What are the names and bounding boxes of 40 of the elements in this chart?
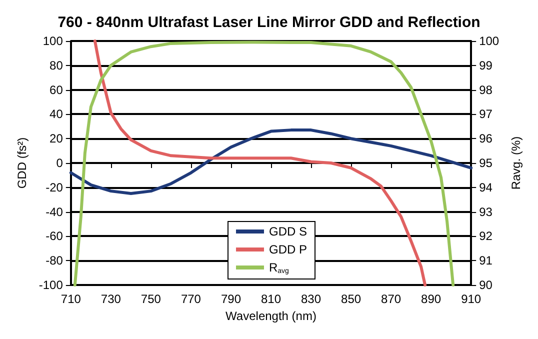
y2-tick-label: 97 bbox=[479, 107, 493, 122]
y-tick-label: -80 bbox=[46, 254, 64, 268]
y2-tick-label: 93 bbox=[479, 204, 493, 219]
y-tick-label: -40 bbox=[46, 204, 64, 219]
x-tick-label: 730 bbox=[100, 292, 122, 306]
y-tick-label: -60 bbox=[46, 229, 64, 244]
y-axis-title: GDD (fs²) bbox=[15, 137, 29, 189]
x-tick-label: 810 bbox=[260, 292, 282, 306]
y2-tick-label: 95 bbox=[479, 156, 493, 170]
legend-label: GDD P bbox=[269, 242, 308, 256]
y2-tick-label: 100 bbox=[479, 34, 500, 48]
x-tick-label: 910 bbox=[461, 292, 482, 306]
y2-tick-label: 90 bbox=[479, 278, 493, 292]
y-tick-label: 40 bbox=[50, 107, 64, 122]
y-tick-label: -100 bbox=[38, 278, 64, 292]
y-tick-label: 20 bbox=[50, 132, 64, 146]
y-tick-label: 80 bbox=[50, 58, 64, 72]
y-tick-label: -20 bbox=[46, 180, 64, 194]
x-tick-label: 750 bbox=[140, 292, 162, 306]
line-series bbox=[69, 128, 473, 195]
y2-tick-label: 99 bbox=[479, 58, 493, 72]
legend-label: GDD S bbox=[269, 224, 308, 238]
x-tick-label: 850 bbox=[341, 292, 362, 306]
y2-tick-label: 96 bbox=[479, 132, 493, 146]
x-tick-label: 710 bbox=[60, 292, 82, 306]
x-tick-label: 890 bbox=[421, 292, 442, 306]
y2-axis-title: Ravg. (%) bbox=[509, 136, 523, 190]
x-tick-label: 870 bbox=[381, 292, 402, 306]
chart-title: 760 - 840nm Ultrafast Laser Line Mirror GDD and Reflection bbox=[58, 14, 480, 31]
x-tick-label: 830 bbox=[301, 292, 322, 306]
y2-tick-label: 98 bbox=[479, 82, 493, 97]
y-tick-label: 60 bbox=[50, 82, 64, 97]
y2-tick-label: 92 bbox=[479, 229, 493, 244]
y-tick-label: 100 bbox=[42, 34, 64, 48]
y2-tick-label: 91 bbox=[479, 254, 493, 268]
x-tick-label: 770 bbox=[180, 292, 202, 306]
y-tick-label: 0 bbox=[56, 156, 64, 170]
x-axis-title: Wavelength (nm) bbox=[226, 308, 316, 323]
y2-tick-label: 94 bbox=[479, 180, 493, 194]
x-tick-label: 790 bbox=[220, 292, 242, 306]
